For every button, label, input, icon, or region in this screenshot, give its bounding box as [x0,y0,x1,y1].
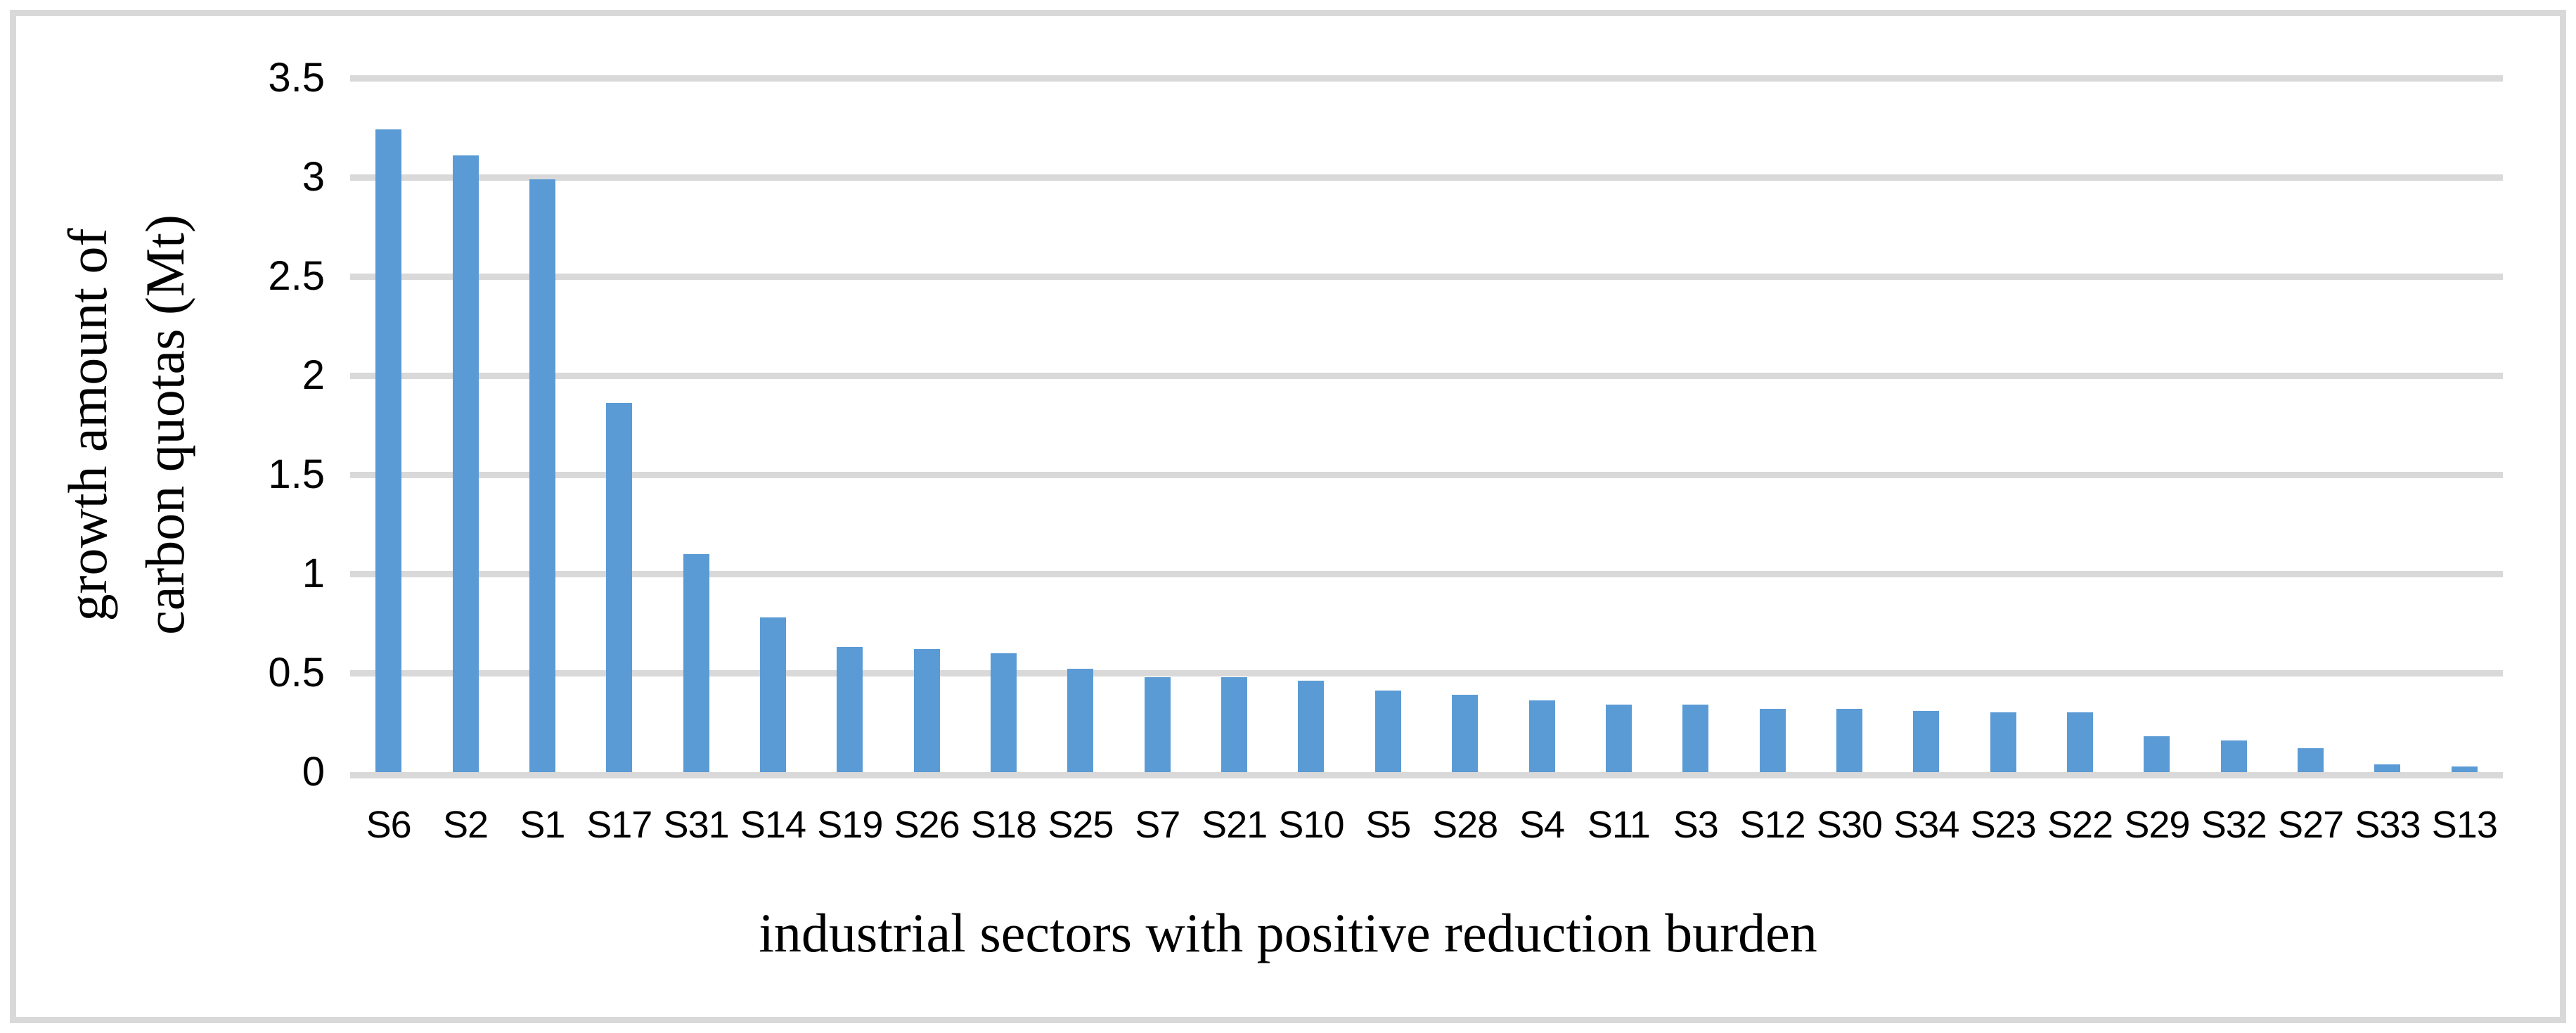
y-tick-label-0: 0 [302,749,325,795]
y-tick-label-1: 1 [302,551,325,596]
x-tick-label-S29: S29 [2124,804,2190,846]
bar-S23 [1990,712,2016,772]
x-tick-label-S4: S4 [1519,804,1565,846]
x-tick-label-S23: S23 [1970,804,2037,846]
x-tick-label-S17: S17 [586,804,652,846]
bar-S3 [1682,705,1709,772]
y-tick-label-3: 3 [302,154,325,200]
bar-S18 [991,653,1017,772]
x-tick-label-S5: S5 [1365,804,1411,846]
x-tick-label-S13: S13 [2431,804,2498,846]
x-tick-label-S31: S31 [663,804,730,846]
y-tick-label-2: 2 [302,352,325,398]
x-tick-label-S34: S34 [1893,804,1959,846]
y-axis-ticks: 3.5 3 2.5 2 1.5 1 0.5 0 [0,0,325,1033]
x-tick-label-S1: S1 [520,804,565,846]
bar-S19 [837,647,863,772]
x-tick-label-S14: S14 [740,804,806,846]
bar-S22 [2067,712,2094,772]
x-tick-label-S18: S18 [970,804,1037,846]
bar-S6 [375,129,402,772]
bar-S7 [1144,676,1171,772]
bar-S4 [1528,700,1555,772]
x-tick-label-S26: S26 [894,804,960,846]
y-tick-label-0.5: 0.5 [268,650,325,695]
bar-S31 [683,553,709,772]
x-tick-label-S33: S33 [2355,804,2421,846]
gridline [350,174,2503,181]
y-tick-label-2.5: 2.5 [268,253,325,299]
x-tick-label-S19: S19 [817,804,883,846]
y-tick-label-3.5: 3.5 [268,55,325,101]
gridline [350,669,2503,676]
x-tick-label-S10: S10 [1278,804,1344,846]
bar-S1 [529,179,555,772]
gridline [350,273,2503,280]
bar-S34 [1913,710,1940,772]
x-tick-label-S11: S11 [1587,804,1651,846]
bar-S30 [1836,708,1862,772]
bar-S32 [2220,740,2247,772]
x-tick-label-S30: S30 [1816,804,1883,846]
x-tick-label-S7: S7 [1135,804,1180,846]
y-tick-label-1.5: 1.5 [268,451,325,497]
x-tick-label-S22: S22 [2047,804,2113,846]
x-tick-label-S12: S12 [1739,804,1806,846]
x-tick-label-S3: S3 [1673,804,1719,846]
x-axis-ticks: S6 S2 S1 S17 S31 S14 S19 S26 S18 S25 S7 S21 S10 S5 S28… [350,802,2503,851]
bar-S11 [1605,705,1632,772]
bar-S27 [2298,748,2324,772]
gridline [350,372,2503,379]
x-tick-label-S2: S2 [442,804,489,846]
bar-S21 [1221,676,1248,772]
x-axis-title: industrial sectors with positive reducti… [759,902,1817,963]
bar-S26 [913,649,940,772]
bar-S17 [606,403,633,772]
bar-S5 [1374,691,1401,772]
gridline [350,75,2503,82]
bar-S13 [2451,766,2478,772]
bar-S12 [1759,708,1786,772]
x-axis-line [350,772,2503,778]
bar-S29 [2144,736,2170,772]
x-tick-label-S25: S25 [1048,804,1114,846]
plot-area [350,75,2503,778]
x-tick-label-S6: S6 [366,804,412,846]
bar-S25 [1067,669,1094,772]
bar-S33 [2374,764,2401,772]
x-tick-label-S28: S28 [1432,804,1498,846]
bar-S10 [1298,681,1325,772]
gridline [350,471,2503,478]
x-tick-label-S32: S32 [2201,804,2267,846]
x-tick-label-S27: S27 [2278,804,2344,846]
bar-S14 [759,617,786,772]
gridline [350,570,2503,577]
x-tick-label-S21: S21 [1202,804,1268,846]
bar-S28 [1452,695,1479,772]
bar-S2 [452,155,479,772]
